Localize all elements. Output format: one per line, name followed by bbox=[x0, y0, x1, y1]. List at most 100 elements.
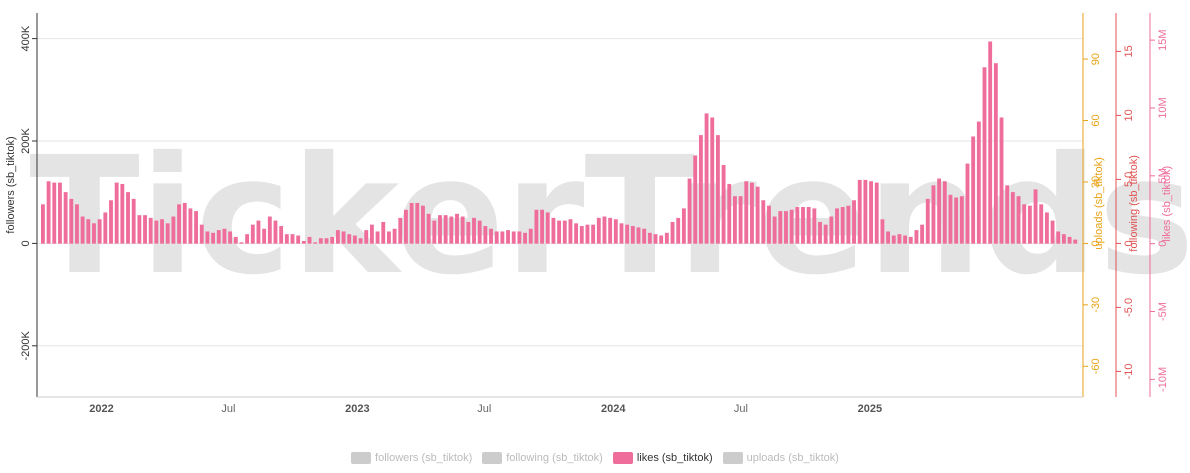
likes-bar[interactable] bbox=[75, 204, 79, 244]
likes-bar[interactable] bbox=[931, 185, 936, 244]
likes-bar[interactable] bbox=[795, 207, 800, 244]
likes-bar[interactable] bbox=[806, 207, 811, 244]
likes-bar[interactable] bbox=[41, 204, 45, 244]
likes-bar[interactable] bbox=[205, 231, 210, 244]
likes-bar[interactable] bbox=[455, 213, 459, 244]
likes-bar[interactable] bbox=[1061, 234, 1066, 244]
likes-bar[interactable] bbox=[574, 223, 579, 244]
likes-bar[interactable] bbox=[375, 231, 380, 244]
likes-bar[interactable] bbox=[545, 212, 550, 244]
likes-bar[interactable] bbox=[585, 224, 590, 244]
likes-bar[interactable] bbox=[199, 224, 204, 244]
likes-bar[interactable] bbox=[506, 230, 510, 244]
likes-bar[interactable] bbox=[1022, 204, 1027, 244]
likes-bar[interactable] bbox=[1039, 204, 1044, 244]
likes-bar[interactable] bbox=[812, 208, 817, 244]
likes-bar[interactable] bbox=[347, 234, 352, 244]
likes-bar[interactable] bbox=[829, 216, 834, 244]
likes-bar[interactable] bbox=[330, 236, 335, 244]
likes-bar[interactable] bbox=[211, 232, 216, 244]
likes-bar[interactable] bbox=[273, 220, 278, 244]
likes-bar[interactable] bbox=[664, 232, 669, 244]
likes-bar[interactable] bbox=[126, 192, 130, 244]
likes-bar[interactable] bbox=[307, 236, 312, 244]
likes-bar[interactable] bbox=[778, 211, 783, 244]
likes-bar[interactable] bbox=[472, 217, 476, 244]
likes-bar[interactable] bbox=[511, 231, 516, 244]
likes-bar[interactable] bbox=[120, 183, 125, 244]
likes-bar[interactable] bbox=[698, 135, 703, 244]
likes-bar[interactable] bbox=[177, 204, 181, 244]
likes-bar[interactable] bbox=[540, 209, 545, 244]
likes-bar[interactable] bbox=[659, 235, 664, 244]
likes-bar[interactable] bbox=[596, 217, 601, 244]
likes-bar[interactable] bbox=[296, 235, 301, 244]
likes-bar[interactable] bbox=[500, 231, 505, 244]
likes-bar[interactable] bbox=[148, 217, 153, 244]
likes-bar[interactable] bbox=[194, 211, 199, 244]
likes-bar[interactable] bbox=[222, 228, 227, 244]
likes-bar[interactable] bbox=[443, 215, 448, 244]
likes-bar[interactable] bbox=[318, 238, 323, 244]
likes-bar[interactable] bbox=[670, 221, 675, 244]
likes-bar[interactable] bbox=[103, 212, 108, 244]
likes-bar[interactable] bbox=[744, 181, 749, 244]
likes-bar[interactable] bbox=[432, 220, 437, 244]
likes-bar[interactable] bbox=[630, 226, 635, 244]
likes-bar[interactable] bbox=[109, 200, 113, 244]
likes-bar[interactable] bbox=[1044, 212, 1049, 244]
likes-bar[interactable] bbox=[857, 179, 862, 244]
likes-bar[interactable] bbox=[874, 182, 879, 244]
likes-bar[interactable] bbox=[523, 232, 527, 244]
likes-bar[interactable] bbox=[1067, 236, 1072, 244]
likes-bar[interactable] bbox=[165, 223, 170, 244]
likes-bar[interactable] bbox=[256, 220, 261, 244]
likes-series[interactable] bbox=[41, 41, 1078, 244]
legend-item[interactable]: uploads (sb_tiktok) bbox=[722, 452, 839, 464]
likes-bar[interactable] bbox=[421, 205, 425, 244]
likes-bar[interactable] bbox=[86, 219, 91, 244]
likes-bar[interactable] bbox=[460, 216, 465, 244]
likes-bar[interactable] bbox=[625, 224, 630, 244]
likes-bar[interactable] bbox=[988, 41, 993, 244]
likes-bar[interactable] bbox=[738, 196, 743, 244]
likes-bar[interactable] bbox=[80, 216, 85, 244]
legend-item[interactable]: following (sb_tiktok) bbox=[482, 452, 603, 464]
likes-bar[interactable] bbox=[279, 226, 284, 244]
likes-bar[interactable] bbox=[97, 219, 102, 244]
likes-bar[interactable] bbox=[63, 192, 68, 244]
likes-bar[interactable] bbox=[642, 228, 647, 244]
likes-bar[interactable] bbox=[409, 202, 414, 244]
likes-bar[interactable] bbox=[517, 231, 522, 244]
likes-bar[interactable] bbox=[568, 219, 573, 244]
likes-bar[interactable] bbox=[687, 178, 692, 244]
likes-bar[interactable] bbox=[647, 232, 652, 244]
likes-bar[interactable] bbox=[835, 208, 839, 244]
likes-bar[interactable] bbox=[551, 217, 556, 244]
likes-bar[interactable] bbox=[959, 196, 964, 244]
likes-bar[interactable] bbox=[188, 208, 193, 244]
likes-bar[interactable] bbox=[477, 220, 482, 244]
likes-bar[interactable] bbox=[143, 215, 147, 244]
likes-bar[interactable] bbox=[608, 217, 613, 244]
likes-bar[interactable] bbox=[137, 215, 142, 244]
likes-bar[interactable] bbox=[636, 227, 641, 244]
likes-bar[interactable] bbox=[131, 198, 136, 244]
likes-bar[interactable] bbox=[602, 216, 607, 244]
likes-bar[interactable] bbox=[971, 136, 976, 244]
likes-bar[interactable] bbox=[438, 215, 442, 244]
likes-bar[interactable] bbox=[897, 234, 902, 244]
likes-bar[interactable] bbox=[182, 202, 187, 244]
likes-bar[interactable] bbox=[494, 231, 499, 244]
likes-bar[interactable] bbox=[818, 221, 822, 244]
likes-bar[interactable] bbox=[993, 63, 998, 244]
likes-bar[interactable] bbox=[528, 228, 533, 244]
likes-bar[interactable] bbox=[483, 226, 488, 244]
likes-bar[interactable] bbox=[801, 207, 805, 244]
likes-bar[interactable] bbox=[392, 228, 397, 244]
likes-bar[interactable] bbox=[1073, 239, 1078, 244]
legend-item[interactable]: likes (sb_tiktok) bbox=[612, 452, 713, 464]
likes-bar[interactable] bbox=[761, 200, 766, 244]
likes-bar[interactable] bbox=[358, 238, 363, 244]
likes-bar[interactable] bbox=[154, 220, 159, 244]
